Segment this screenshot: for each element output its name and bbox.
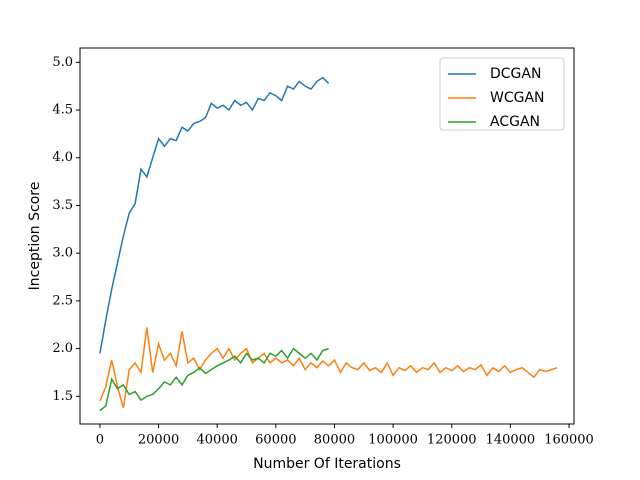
- y-tick-label: 5.0: [52, 55, 73, 70]
- y-tick-label: 3.0: [52, 246, 73, 261]
- x-tick-label: 120000: [427, 433, 477, 448]
- x-tick-label: 160000: [544, 433, 594, 448]
- legend-label: ACGAN: [490, 114, 540, 130]
- legend-box: [439, 57, 565, 131]
- y-tick-label: 4.5: [52, 103, 73, 118]
- legend-label: WCGAN: [490, 90, 545, 106]
- x-tick-label: 0: [96, 433, 104, 448]
- y-tick-label: 2.5: [52, 293, 73, 308]
- x-tick-label: 140000: [486, 433, 536, 448]
- x-tick-label: 20000: [138, 433, 179, 448]
- x-axis-label: Number Of Iterations: [253, 456, 401, 472]
- series-line: [99, 347, 329, 412]
- x-tick-label: 80000: [314, 433, 355, 448]
- series-line: [99, 327, 558, 408]
- y-tick-label: 4.0: [52, 150, 73, 165]
- y-tick-label: 1.5: [52, 389, 73, 404]
- series-line: [99, 76, 330, 354]
- y-tick-label: 3.5: [52, 198, 73, 213]
- x-tick-label: 60000: [255, 433, 296, 448]
- legend-label: DCGAN: [490, 66, 541, 82]
- y-axis-label: Inception Score: [27, 182, 43, 291]
- x-tick-label: 100000: [368, 433, 418, 448]
- y-tick-label: 2.0: [52, 341, 73, 356]
- x-tick-label: 40000: [197, 433, 238, 448]
- plot-frame: [79, 47, 575, 425]
